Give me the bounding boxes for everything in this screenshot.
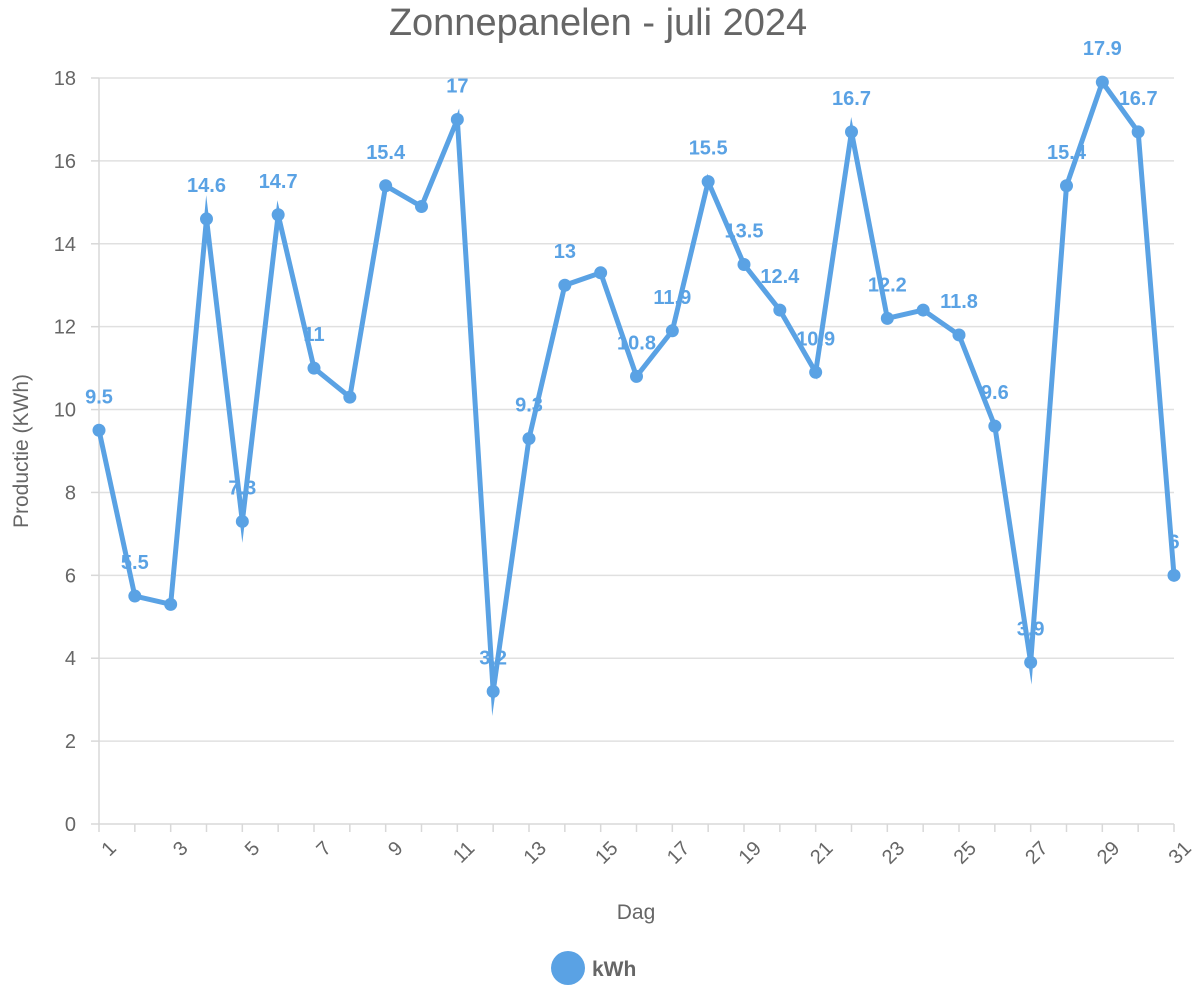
data-point[interactable] <box>594 266 608 280</box>
data-point[interactable] <box>128 589 142 603</box>
data-label: 16.7 <box>1119 88 1158 110</box>
y-axis-title: Productie (KWh) <box>10 374 33 528</box>
data-point[interactable] <box>271 208 285 222</box>
data-point[interactable] <box>164 597 178 611</box>
y-tick-label: 12 <box>54 317 76 339</box>
data-label: 12.2 <box>868 274 907 296</box>
data-label: 3.9 <box>1017 618 1045 640</box>
data-point[interactable] <box>343 390 357 404</box>
data-point[interactable] <box>92 423 106 437</box>
data-point[interactable] <box>522 432 536 446</box>
legend-marker <box>551 951 585 985</box>
data-point[interactable] <box>1024 655 1038 669</box>
data-label: 12.4 <box>760 266 800 288</box>
data-label: 10.8 <box>617 332 656 354</box>
data-label: 7.3 <box>228 477 256 499</box>
x-tick-label: 17 <box>663 837 694 868</box>
data-label: 3.2 <box>479 647 507 669</box>
chart-title: Zonnepanelen - juli 2024 <box>389 2 807 44</box>
x-tick-label: 25 <box>950 837 981 868</box>
data-label: 15.5 <box>689 138 728 160</box>
x-tick-label: 11 <box>449 837 479 867</box>
data-point[interactable] <box>880 311 894 325</box>
y-tick-label: 18 <box>54 68 76 90</box>
data-label: 6 <box>1168 531 1179 553</box>
x-tick-label: 9 <box>384 837 407 860</box>
y-tick-label: 16 <box>54 151 76 173</box>
data-point[interactable] <box>307 361 321 375</box>
data-point[interactable] <box>630 369 643 383</box>
data-label: 17.9 <box>1083 38 1122 60</box>
data-label: 9.6 <box>981 382 1009 404</box>
x-tick-label: 21 <box>806 837 837 868</box>
x-tick-label: 19 <box>735 837 766 868</box>
y-tick-label: 8 <box>65 482 76 504</box>
y-tick-label: 10 <box>54 400 76 422</box>
data-point[interactable] <box>809 365 823 379</box>
x-tick-label: 29 <box>1093 837 1124 868</box>
data-label: 13.5 <box>725 221 764 243</box>
data-point[interactable] <box>773 303 787 317</box>
data-label: 14.7 <box>259 171 298 193</box>
x-tick-label: 7 <box>312 837 335 860</box>
data-point[interactable] <box>486 684 500 698</box>
x-tick-label: 31 <box>1165 837 1196 868</box>
data-point[interactable] <box>200 212 213 226</box>
x-axis-title: Dag <box>617 901 656 924</box>
data-point[interactable] <box>952 328 966 342</box>
data-label: 11.8 <box>940 291 978 313</box>
data-point[interactable] <box>737 258 751 271</box>
x-tick-label: 23 <box>878 837 909 868</box>
data-label: 9.3 <box>515 395 543 417</box>
data-point[interactable] <box>916 303 930 317</box>
data-point[interactable] <box>558 278 572 292</box>
data-point[interactable] <box>235 514 249 528</box>
x-tick-label: 5 <box>241 837 264 860</box>
data-point[interactable] <box>845 125 858 139</box>
data-point[interactable] <box>1060 179 1073 193</box>
data-point[interactable] <box>701 175 715 189</box>
data-point[interactable] <box>379 179 393 193</box>
data-point[interactable] <box>450 112 464 126</box>
x-tick-label: 13 <box>520 837 551 868</box>
data-label: 15.4 <box>366 142 406 164</box>
data-label: 13 <box>554 241 576 263</box>
x-tick-label: 15 <box>591 837 622 868</box>
legend-label: kWh <box>592 958 636 981</box>
x-tick-label: 3 <box>169 837 192 860</box>
data-label: 11.9 <box>653 287 691 309</box>
x-tick-label: 27 <box>1021 837 1052 868</box>
data-label: 16.7 <box>832 88 871 110</box>
data-label: 14.6 <box>187 175 226 197</box>
data-point[interactable] <box>1167 568 1181 582</box>
data-label: 11 <box>303 324 324 346</box>
data-point[interactable] <box>1095 75 1109 89</box>
y-tick-label: 0 <box>65 814 76 836</box>
data-point[interactable] <box>665 324 679 338</box>
y-tick-label: 14 <box>54 234 76 256</box>
data-point[interactable] <box>1131 125 1145 139</box>
data-label: 15.4 <box>1047 142 1087 164</box>
data-label: 17 <box>446 75 468 97</box>
data-label: 5.5 <box>121 552 149 574</box>
y-tick-label: 6 <box>65 565 76 587</box>
data-label: 9.5 <box>85 386 113 408</box>
x-tick-label: 1 <box>97 837 120 860</box>
y-tick-label: 4 <box>65 648 76 670</box>
y-tick-label: 2 <box>65 731 76 753</box>
legend[interactable]: kWh <box>551 951 636 985</box>
data-point[interactable] <box>415 199 428 213</box>
data-point[interactable] <box>988 419 1002 433</box>
data-label: 10.9 <box>796 328 835 350</box>
